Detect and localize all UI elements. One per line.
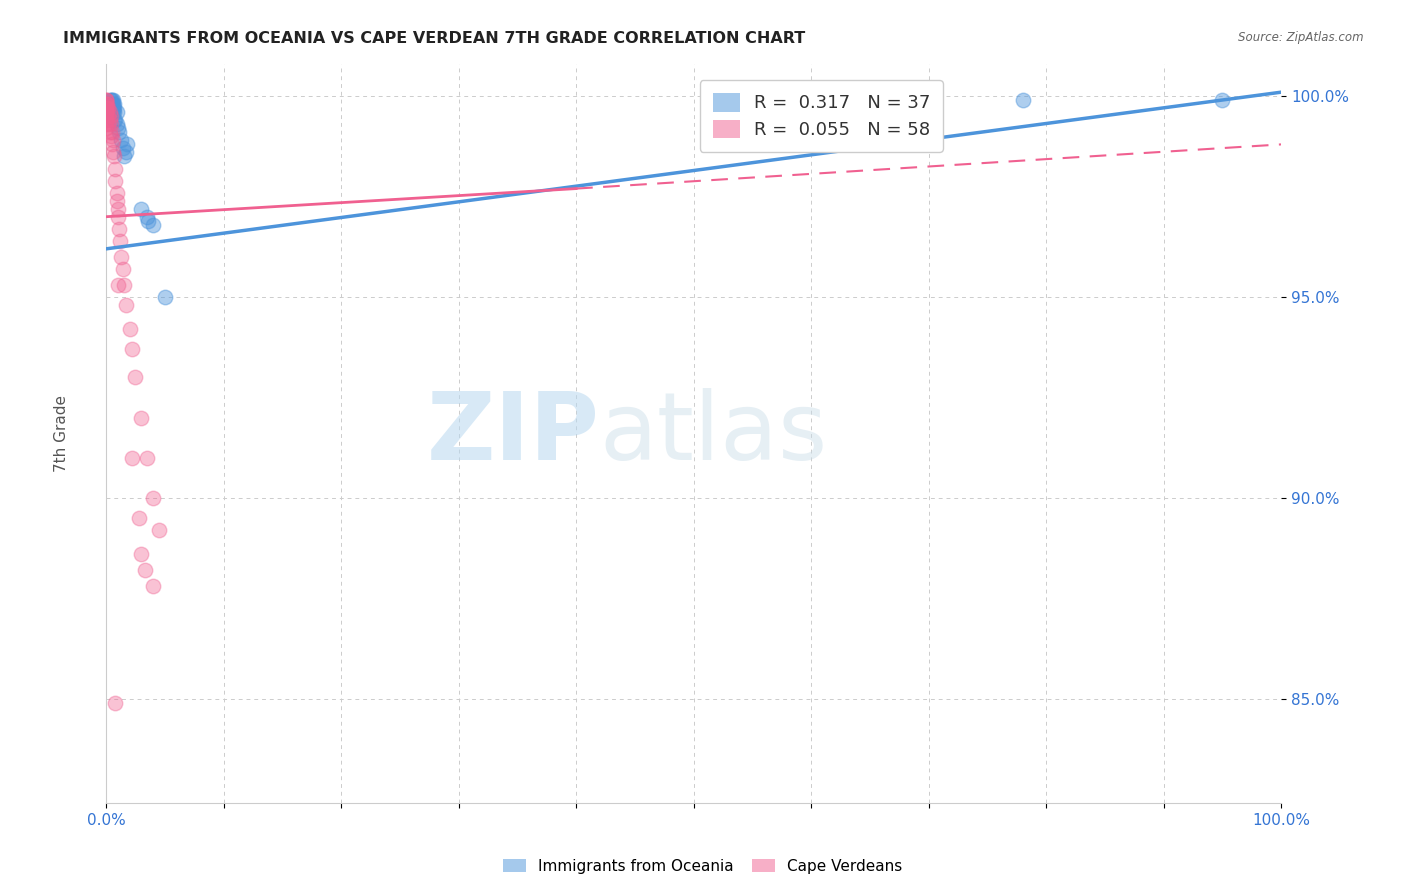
Point [96,101,118,115]
Point [142,218,165,232]
Point [94,93,117,107]
Point [98,93,121,107]
Point [100,97,122,112]
Point [115,145,138,160]
Point [110,250,132,264]
Point [110,133,132,147]
Point [105,186,128,200]
Point [136,450,159,465]
Point [98,125,121,139]
Point [100,93,122,107]
Point [105,117,128,131]
Point [118,322,141,336]
Point [97,117,120,131]
Point [105,105,128,120]
Point [94,101,117,115]
Point [100,97,122,112]
Point [94,97,117,112]
Point [100,129,122,144]
Point [101,97,124,112]
Point [103,105,125,120]
Text: atlas: atlas [599,388,828,480]
Point [112,149,135,163]
Point [131,547,153,561]
Point [108,125,131,139]
Point [107,278,129,293]
Point [101,125,124,139]
Point [101,93,124,107]
Text: IMMIGRANTS FROM OCEANIA VS CAPE VERDEAN 7TH GRADE CORRELATION CHART: IMMIGRANTS FROM OCEANIA VS CAPE VERDEAN … [63,31,806,46]
Point [94,93,117,107]
Point [103,149,125,163]
Point [128,511,150,525]
Point [94,97,117,112]
Point [153,290,176,304]
Point [107,210,129,224]
Point [97,101,120,115]
Point [115,298,138,312]
Point [96,113,118,128]
Point [142,579,165,593]
Point [94,113,117,128]
Point [800,93,823,107]
Point [124,370,146,384]
Point [107,121,129,136]
Point [101,105,124,120]
Point [94,97,117,112]
Point [111,261,134,276]
Point [101,145,124,160]
Point [121,343,143,357]
Point [101,93,124,107]
Point [111,141,134,155]
Point [96,105,118,120]
Point [1011,93,1033,107]
Point [101,97,124,112]
Point [105,194,128,208]
Point [100,109,122,123]
Point [104,696,127,710]
Point [112,278,135,293]
Point [94,101,117,115]
Point [115,137,138,152]
Point [101,133,124,147]
Point [94,105,117,120]
Point [101,101,124,115]
Point [148,523,170,537]
Point [98,105,121,120]
Point [103,113,125,128]
Point [134,563,156,577]
Point [136,210,159,224]
Point [94,105,117,120]
Point [131,410,153,425]
Point [142,491,165,505]
Point [98,113,121,128]
Point [104,173,127,187]
Point [103,97,125,112]
Text: 7th Grade: 7th Grade [53,395,69,472]
Point [104,161,127,176]
Point [100,117,122,131]
Point [96,97,118,112]
Point [138,213,160,227]
Point [107,202,129,216]
Text: Source: ZipAtlas.com: Source: ZipAtlas.com [1239,31,1364,45]
Point [104,113,127,128]
Point [97,109,120,123]
Point [94,101,117,115]
Point [94,93,117,107]
Point [108,234,131,248]
Text: ZIP: ZIP [426,388,599,480]
Point [1211,93,1233,107]
Legend: Immigrants from Oceania, Cape Verdeans: Immigrants from Oceania, Cape Verdeans [498,853,908,880]
Point [121,450,143,465]
Point [131,202,153,216]
Point [101,137,124,152]
Point [94,109,117,123]
Point [94,117,117,131]
Point [101,101,124,115]
Legend: R =  0.317   N = 37, R =  0.055   N = 58: R = 0.317 N = 37, R = 0.055 N = 58 [700,80,943,152]
Point [108,221,131,235]
Point [103,101,125,115]
Point [94,121,117,136]
